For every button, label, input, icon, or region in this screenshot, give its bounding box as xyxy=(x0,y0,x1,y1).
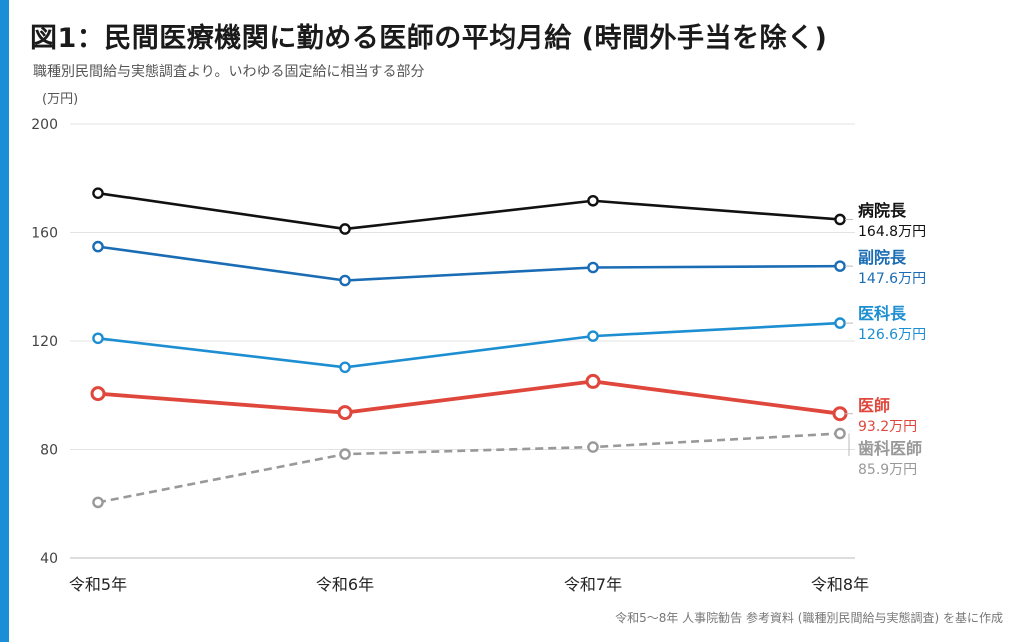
series-line xyxy=(97,245,841,282)
y-tick-label: 160 xyxy=(31,226,58,242)
data-point xyxy=(834,260,846,272)
data-point xyxy=(834,427,846,440)
chart-title: 図1：民間医療機関に勤める医師の平均月給 (時間外手当を除く) xyxy=(30,23,828,54)
data-point xyxy=(587,261,599,274)
series-value-label: 93.2万円 xyxy=(858,419,917,435)
data-point xyxy=(92,332,104,345)
y-tick-label: 40 xyxy=(40,551,58,567)
x-tick-label: 令和5年 xyxy=(69,575,127,594)
data-point xyxy=(587,194,599,207)
series-name-label: 医師 xyxy=(858,396,890,415)
data-point xyxy=(339,448,351,460)
series-value-label: 85.9万円 xyxy=(858,462,917,478)
series-value-label: 164.8万円 xyxy=(858,224,926,240)
data-point xyxy=(585,373,601,389)
data-point xyxy=(339,274,351,287)
data-point xyxy=(834,317,846,329)
data-point xyxy=(92,187,104,199)
series-name-label: 病院長 xyxy=(858,201,907,220)
series-name-label: 副院長 xyxy=(858,248,907,267)
x-tick-label: 令和6年 xyxy=(316,575,374,594)
data-point xyxy=(832,406,848,422)
data-point xyxy=(337,405,353,421)
series-line xyxy=(97,191,841,231)
series-name-label: 歯科医師 xyxy=(858,439,922,458)
series-line xyxy=(97,321,841,369)
y-tick-label: 120 xyxy=(31,334,58,350)
y-tick-label: 200 xyxy=(31,117,58,133)
series-line xyxy=(97,379,841,416)
data-point xyxy=(587,330,599,342)
y-tick-label: 80 xyxy=(40,443,58,459)
data-point xyxy=(90,386,106,402)
x-tick-label: 令和8年 xyxy=(811,575,869,594)
chart-subtitle: 職種別民間給与実態調査より。いわゆる固定給に相当する部分 xyxy=(33,64,425,80)
series-name-label: 医科長 xyxy=(858,304,907,323)
series-value-label: 126.6万円 xyxy=(858,327,926,343)
x-tick-label: 令和7年 xyxy=(564,575,622,594)
data-point xyxy=(834,213,846,226)
series-line xyxy=(97,432,841,504)
series-value-label: 147.6万円 xyxy=(858,271,926,287)
data-point xyxy=(339,361,351,374)
data-point xyxy=(92,240,104,253)
source-note: 令和5〜8年 人事院勧告 参考資料 (職種別民間給与実態調査) を基に作成 xyxy=(615,611,1003,625)
data-point xyxy=(339,223,351,235)
data-point xyxy=(587,441,599,453)
y-axis-unit-label: (万円) xyxy=(42,92,78,107)
data-point xyxy=(92,496,104,509)
accent-bar xyxy=(0,0,9,642)
